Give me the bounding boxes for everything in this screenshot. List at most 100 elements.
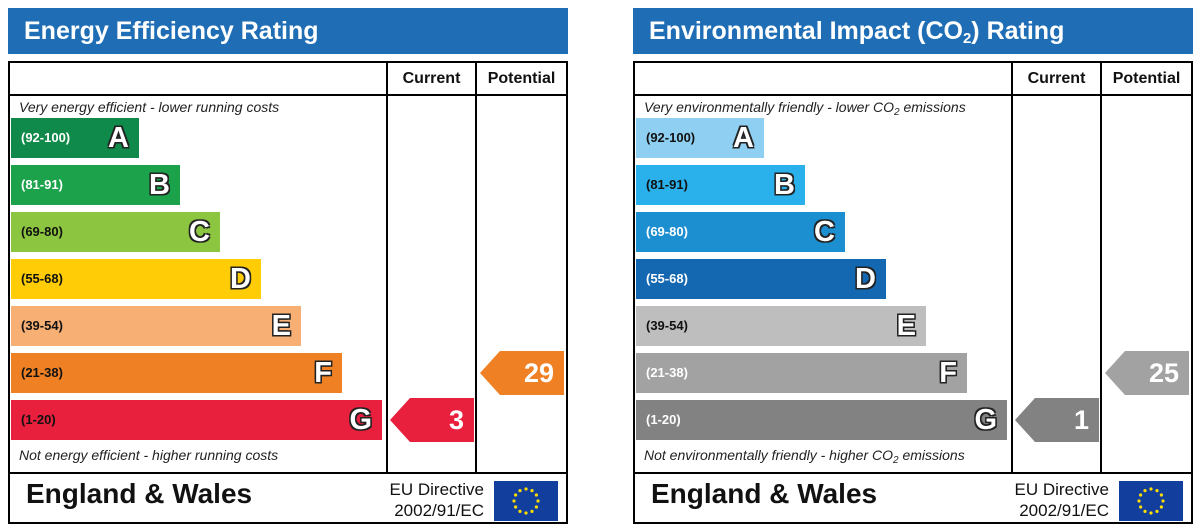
flag-star	[518, 509, 522, 513]
flag-star	[1143, 509, 1147, 513]
rating-frame: Current Potential Very energy efficient …	[8, 61, 568, 524]
eu-directive: EU Directive 2002/91/EC	[1015, 479, 1109, 521]
band-letter: D	[230, 263, 251, 295]
band-e: (39-54) E	[636, 306, 926, 346]
band-letter: G	[349, 404, 372, 436]
band-letter: A	[733, 122, 754, 154]
flag-star	[1149, 487, 1153, 491]
flag-star	[1139, 505, 1143, 509]
band-a: (92-100) A	[11, 118, 139, 158]
divider	[10, 94, 566, 96]
panel-title: Environmental Impact (CO2) Rating	[633, 8, 1193, 54]
top-note-text-end: emissions	[899, 99, 966, 115]
divider	[1100, 63, 1102, 474]
flag-star	[512, 499, 516, 503]
band-letter: F	[314, 357, 332, 389]
band-letter: F	[939, 357, 957, 389]
flag-star	[536, 499, 540, 503]
flag-star	[1139, 493, 1143, 497]
rating-arrow-shape	[1015, 398, 1099, 442]
top-note-text: Very environmentally friendly - lower CO	[644, 99, 895, 115]
bottom-note-subscript: 2	[893, 455, 899, 466]
band-c: (69-80) C	[11, 212, 220, 252]
band-range-label: (1-20)	[646, 412, 681, 427]
band-range-label: (92-100)	[21, 130, 71, 145]
flag-star	[514, 505, 518, 509]
flag-star	[518, 489, 522, 493]
band-letter: C	[814, 216, 835, 248]
band-letter: C	[189, 216, 210, 248]
potential-column-header: Potential	[487, 70, 556, 87]
band-e: (39-54) E	[11, 306, 301, 346]
flag-star	[530, 509, 534, 513]
current-column-header: Current	[1027, 70, 1086, 87]
rating-arrow-shape	[480, 351, 564, 395]
flag-star	[1143, 489, 1147, 493]
flag-star	[534, 505, 538, 509]
region-label: England & Wales	[651, 478, 878, 509]
band-letter: A	[108, 122, 129, 154]
band-letter: B	[149, 169, 170, 201]
flag-star	[1155, 509, 1159, 513]
band-range-label: (21-38)	[646, 365, 688, 380]
rating-arrow-shape	[1105, 351, 1189, 395]
band-letter: B	[774, 169, 795, 201]
environmental-impact-panel: Environmental Impact (CO2) Rating Curren…	[633, 8, 1193, 524]
bottom-note: Not energy efficient - higher running co…	[19, 447, 279, 463]
top-note: Very energy efficient - lower running co…	[19, 99, 280, 115]
band-range-label: (55-68)	[21, 271, 63, 286]
directive-line-2: 2002/91/EC	[394, 501, 484, 520]
potential-rating-arrow: 25	[1105, 351, 1189, 395]
divider	[10, 472, 566, 474]
divider	[475, 63, 477, 474]
band-range-label: (39-54)	[646, 318, 688, 333]
current-rating-value: 3	[448, 405, 464, 435]
divider	[386, 63, 388, 474]
title-subscript: 2	[962, 30, 972, 47]
energy-efficiency-panel: Energy Efficiency Rating Current Potenti…	[8, 8, 568, 524]
band-range-label: (55-68)	[646, 271, 688, 286]
band-a: (92-100) A	[636, 118, 764, 158]
title-part-1: Environmental Impact (CO	[649, 17, 963, 45]
directive-line-1: EU Directive	[389, 480, 484, 499]
band-range-label: (69-80)	[21, 224, 63, 239]
rating-frame: Current Potential Very environmentally f…	[633, 61, 1193, 524]
band-range-label: (81-91)	[646, 177, 688, 192]
current-rating-value: 1	[1073, 405, 1089, 435]
band-letter: E	[896, 310, 916, 342]
potential-rating-arrow: 29	[480, 351, 564, 395]
band-range-label: (92-100)	[646, 130, 696, 145]
potential-column-header: Potential	[1112, 70, 1181, 87]
flag-star	[530, 489, 534, 493]
current-column-header: Current	[402, 70, 461, 87]
divider	[1011, 63, 1013, 474]
band-b: (81-91) B	[11, 165, 180, 205]
divider	[635, 94, 1191, 96]
band-letter: G	[974, 404, 997, 436]
band-range-label: (69-80)	[646, 224, 688, 239]
current-rating-arrow: 1	[1015, 398, 1099, 442]
band-g: (1-20) G	[11, 400, 382, 440]
band-g: (1-20) G	[636, 400, 1007, 440]
band-letter: E	[271, 310, 291, 342]
bottom-note-text-end: emissions	[898, 447, 965, 463]
bottom-note-text: Not environmentally friendly - higher CO	[644, 447, 893, 463]
eu-flag-icon	[494, 481, 558, 521]
top-note: Very environmentally friendly - lower CO…	[644, 99, 966, 118]
eu-directive: EU Directive 2002/91/EC	[390, 479, 484, 521]
flag-star	[1159, 505, 1163, 509]
directive-line-1: EU Directive	[1014, 480, 1109, 499]
flag-star	[534, 493, 538, 497]
flag-star	[1161, 499, 1165, 503]
flag-star	[1137, 499, 1141, 503]
band-f: (21-38) F	[636, 353, 967, 393]
eu-flag-icon	[1119, 481, 1183, 521]
band-f: (21-38) F	[11, 353, 342, 393]
flag-star	[514, 493, 518, 497]
flag-star	[524, 487, 528, 491]
top-note-subscript: 2	[894, 107, 900, 118]
band-range-label: (81-91)	[21, 177, 63, 192]
panel-title: Energy Efficiency Rating	[8, 8, 568, 54]
region-label: England & Wales	[26, 478, 253, 509]
potential-rating-value: 29	[523, 358, 554, 388]
